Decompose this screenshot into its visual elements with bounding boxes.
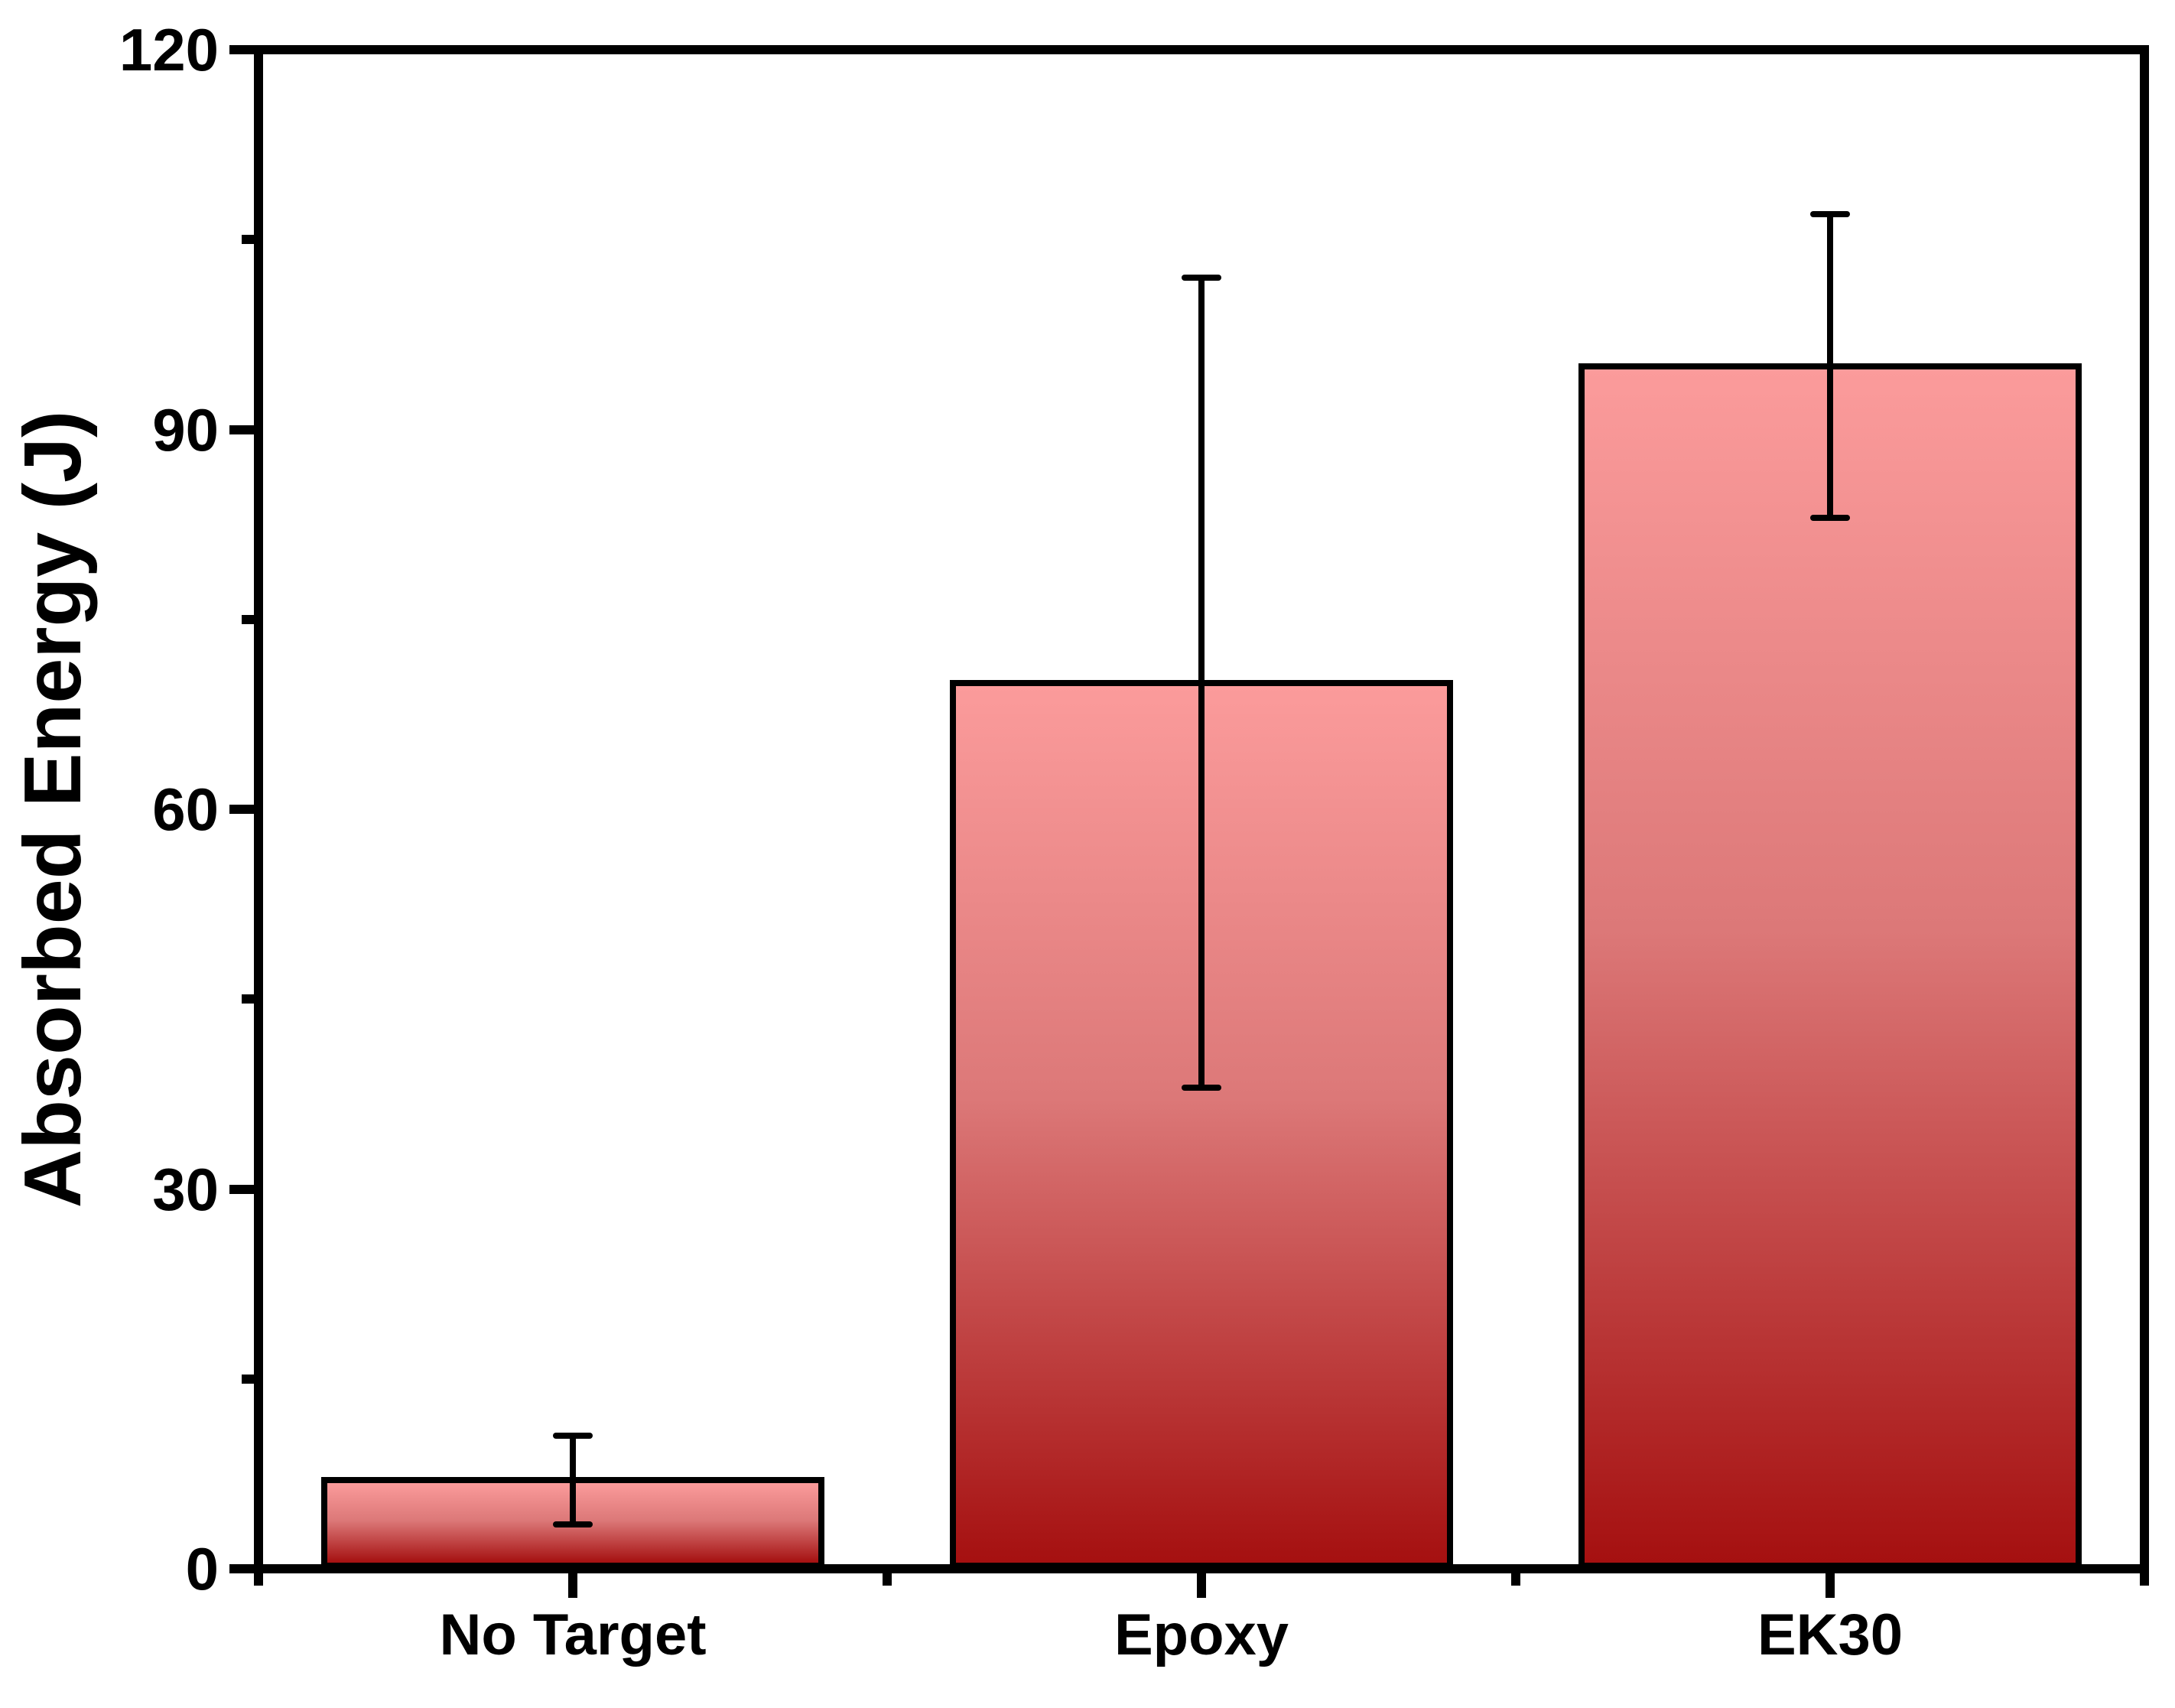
- y-axis-minor-tick: [242, 994, 254, 1004]
- y-axis-major-tick: [229, 1184, 254, 1194]
- error-bar-cap: [1810, 211, 1850, 218]
- x-axis-end-tick: [2140, 1573, 2149, 1586]
- error-bar-cap: [1182, 1085, 1221, 1091]
- y-axis-major-tick: [229, 425, 254, 434]
- y-axis-minor-tick: [242, 235, 254, 245]
- y-axis-major-tick: [229, 1564, 254, 1573]
- error-bar-cap: [553, 1433, 593, 1440]
- x-axis-end-tick: [254, 1573, 263, 1586]
- x-tick-label-ek30: EK30: [1757, 1602, 1904, 1667]
- error-bar-cap: [553, 1521, 593, 1528]
- x-tick-label-no-target: No Target: [439, 1602, 707, 1667]
- x-axis-major-tick: [1197, 1573, 1206, 1598]
- x-axis-major-tick: [1826, 1573, 1835, 1598]
- y-axis-major-tick: [229, 805, 254, 814]
- x-axis-major-tick: [568, 1573, 577, 1598]
- error-bar-cap: [1810, 515, 1850, 522]
- y-tick-label: 120: [119, 16, 219, 83]
- y-tick-label: 30: [152, 1155, 219, 1223]
- bar-ek30: [1578, 363, 2082, 1569]
- error-bar-line: [570, 1436, 576, 1525]
- y-axis-minor-tick: [242, 1374, 254, 1384]
- error-bar-cap: [1182, 274, 1221, 281]
- y-tick-label: 90: [152, 395, 219, 464]
- x-tick-label-epoxy: Epoxy: [1114, 1602, 1289, 1667]
- y-tick-label: 60: [152, 776, 219, 843]
- y-tick-label: 0: [185, 1535, 219, 1602]
- x-axis-minor-tick: [1511, 1573, 1520, 1586]
- y-axis-major-tick: [229, 45, 254, 54]
- x-axis-minor-tick: [883, 1573, 892, 1586]
- error-bar-line: [1827, 214, 1833, 519]
- y-axis-minor-tick: [242, 614, 254, 624]
- error-bar-line: [1198, 277, 1205, 1088]
